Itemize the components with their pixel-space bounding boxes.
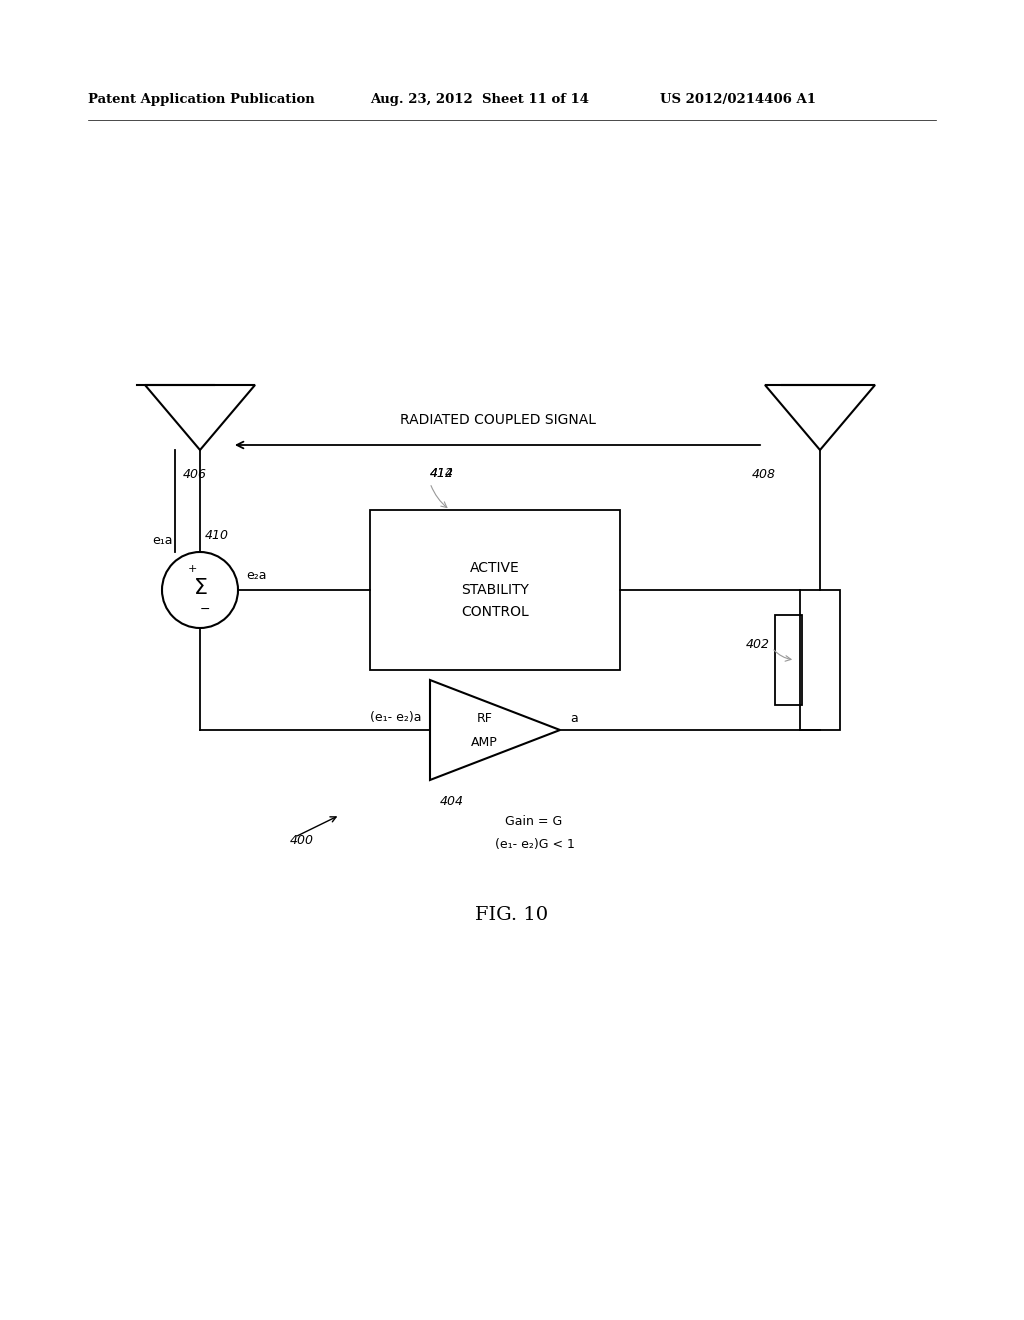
Text: AMP: AMP: [471, 735, 498, 748]
Text: (e₁- e₂)a: (e₁- e₂)a: [371, 711, 422, 725]
Text: RADIATED COUPLED SIGNAL: RADIATED COUPLED SIGNAL: [399, 413, 596, 426]
Bar: [370, 510, 620, 671]
Text: $\Sigma$: $\Sigma$: [193, 578, 207, 598]
Bar: [775, 615, 802, 705]
Text: a: a: [570, 711, 578, 725]
Text: (e₁- e₂)G < 1: (e₁- e₂)G < 1: [495, 838, 574, 851]
Text: STABILITY: STABILITY: [461, 583, 529, 597]
Text: e₁a: e₁a: [152, 535, 172, 546]
Text: e₂a: e₂a: [246, 569, 266, 582]
Text: 412: 412: [430, 467, 454, 480]
Text: −: −: [200, 602, 210, 615]
Text: 414: 414: [430, 467, 454, 480]
Text: US 2012/0214406 A1: US 2012/0214406 A1: [660, 94, 816, 107]
Text: 400: 400: [290, 833, 314, 846]
Text: Patent Application Publication: Patent Application Publication: [88, 94, 314, 107]
Text: 408: 408: [752, 469, 776, 480]
Text: +: +: [187, 564, 197, 574]
Text: 406: 406: [183, 469, 207, 480]
Text: Aug. 23, 2012  Sheet 11 of 14: Aug. 23, 2012 Sheet 11 of 14: [370, 94, 589, 107]
Bar: [800, 590, 840, 730]
Text: 410: 410: [205, 529, 229, 543]
Text: ACTIVE: ACTIVE: [470, 561, 520, 576]
Text: 404: 404: [440, 795, 464, 808]
Text: FIG. 10: FIG. 10: [475, 906, 549, 924]
Text: CONTROL: CONTROL: [461, 605, 528, 619]
Text: RF: RF: [476, 711, 493, 725]
Text: 402: 402: [746, 639, 770, 652]
Text: Gain = G: Gain = G: [505, 814, 562, 828]
